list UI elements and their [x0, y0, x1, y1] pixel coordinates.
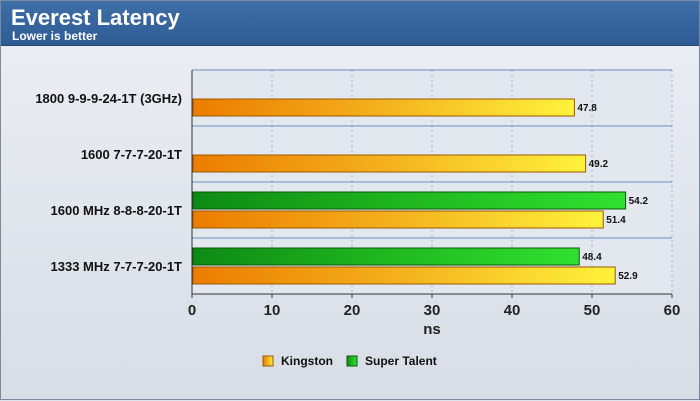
data-label: 47.8 [577, 103, 597, 114]
bar-kingston [192, 154, 587, 173]
data-label: 49.2 [589, 159, 609, 170]
legend-swatch-kingston [262, 355, 274, 367]
x-tick-label: 30 [424, 302, 441, 319]
bar-super-talent [192, 191, 627, 210]
x-tick-label: 60 [664, 302, 681, 319]
category-label: 1333 MHz 7-7-7-20-1T [51, 259, 183, 274]
x-tick-label: 40 [504, 302, 521, 319]
category-label: 1600 7-7-7-20-1T [81, 147, 182, 162]
category-label: 1800 9-9-9-24-1T (3GHz) [35, 91, 182, 106]
bar-super-talent [192, 247, 580, 266]
x-tick-label: 0 [188, 302, 196, 319]
data-label: 51.4 [606, 215, 626, 226]
bar-kingston [192, 210, 604, 229]
legend-label-kingston: Kingston [281, 354, 333, 368]
chart-header: Everest Latency Lower is better [1, 1, 699, 46]
x-tick-label: 10 [264, 302, 281, 319]
bar-kingston [192, 98, 575, 117]
x-axis-label: ns [423, 321, 441, 338]
x-tick-label: 50 [584, 302, 601, 319]
category-label: 1600 MHz 8-8-8-20-1T [51, 203, 183, 218]
legend-swatch-super-talent [346, 355, 358, 367]
x-tick-label: 20 [344, 302, 361, 319]
chart-title: Everest Latency [11, 5, 180, 30]
data-label: 54.2 [629, 196, 649, 207]
data-label: 52.9 [618, 271, 638, 282]
data-label: 48.4 [582, 252, 602, 263]
chart-subtitle: Lower is better [12, 29, 98, 43]
legend-label-super-talent: Super Talent [365, 354, 437, 368]
bar-kingston [192, 266, 616, 285]
